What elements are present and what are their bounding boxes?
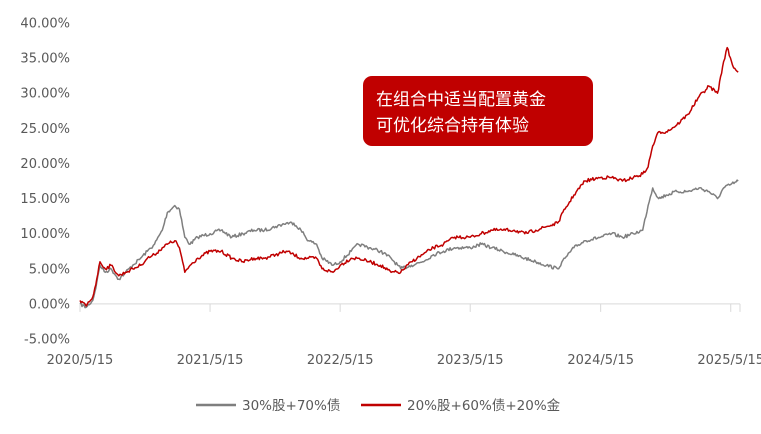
x-tick-label: 2021/5/15 — [177, 353, 244, 368]
y-tick-label: 0.00% — [29, 297, 70, 312]
x-tick-label: 2020/5/15 — [47, 353, 114, 368]
annotation-box — [363, 76, 593, 146]
x-tick-label: 2025/5/15 — [697, 353, 761, 368]
annotation-line-1: 在组合中适当配置黄金 — [376, 90, 546, 110]
x-tick-label: 2022/5/15 — [307, 353, 374, 368]
legend-label-series-2: 20%股+60%债+20%金 — [407, 398, 561, 414]
x-axis — [79, 303, 741, 312]
y-tick-label: 20.00% — [20, 157, 70, 172]
y-axis-tick-labels: -5.00% 0.00% 5.00% 10.00% 15.00% 20.00% 25.00%… — [20, 17, 70, 348]
y-tick-label: 40.00% — [20, 17, 70, 32]
annotation-callout: 在组合中适当配置黄金 可优化综合持有体验 — [363, 76, 593, 146]
series-line-1 — [79, 179, 739, 309]
y-tick-label: 10.00% — [20, 227, 70, 242]
y-tick-label: 5.00% — [29, 262, 70, 277]
y-tick-label: 15.00% — [20, 192, 70, 207]
y-tick-label: 25.00% — [20, 122, 70, 137]
y-tick-label: -5.00% — [24, 333, 70, 348]
y-tick-label: 35.00% — [20, 52, 70, 67]
legend-label-series-1: 30%股+70%债 — [242, 398, 340, 414]
legend: 30%股+70%债 20%股+60%债+20%金 — [196, 398, 561, 414]
annotation-line-2: 可优化综合持有体验 — [376, 116, 529, 136]
x-axis-tick-labels: 2020/5/15 2021/5/15 2022/5/15 2023/5/15 2024… — [47, 353, 761, 368]
series-line-2 — [79, 46, 739, 307]
x-tick-label: 2023/5/15 — [437, 353, 504, 368]
x-tick-label: 2024/5/15 — [567, 353, 634, 368]
series-lines — [79, 46, 739, 309]
y-tick-label: 30.00% — [20, 87, 70, 102]
